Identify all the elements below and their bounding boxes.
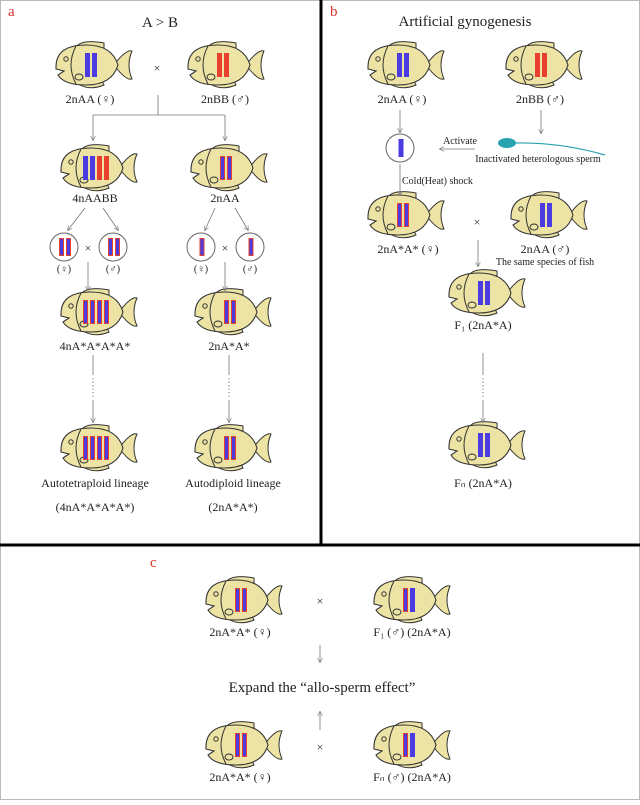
c-female-top-label: 2nA*A* (♀) [209,625,270,639]
a-lineage-di: Autodiploid lineage [185,476,281,490]
b-cross-symbol: × [474,215,481,229]
a-parent-male-label: 2nBB (♂) [201,92,249,106]
a-lineage-tetra-formula: (4nA*A*A*A*) [56,500,135,514]
b-same-male-label: 2nAA (♂) [521,242,570,256]
fish-c-male-bottom [373,721,451,769]
fish-4nAAAA [60,288,138,336]
b-gyno-female-label: 2nA*A* (♀) [377,242,438,256]
arrow-line [102,207,118,230]
a-tetraploid-label: 4nAABB [72,191,117,205]
fish-c-male-top [373,576,451,624]
b-same-species-label: The same species of fish [496,257,594,268]
panel-b-title: Artificial gynogenesis [399,14,532,30]
fish-2nAA-star [194,288,272,336]
egg-2n-female [186,232,216,262]
fish-4nAABB [60,144,138,192]
fish-2nAA [190,144,268,192]
a-gamete-male-right: (♂) [243,264,257,275]
a-gamete-female-right: (♀) [194,264,208,275]
fish-2nAA-female [55,41,133,89]
b-f1-label: F₁ (2nA*A) [454,318,511,332]
c-male-top-label: F₁ (♂) (2nA*A) [373,625,450,639]
b-sperm-label: Inactivated heterologous sperm [475,154,601,165]
a-cross-symbol: × [154,61,161,75]
sperm-icon [498,138,606,156]
a-parent-female-label: 2nAA (♀) [66,92,115,106]
b-shock-label: Cold(Heat) shock [402,176,473,187]
a-diploid-label: 2nAA [210,191,240,205]
fish-fn [448,421,526,469]
egg-4n-male [98,232,128,262]
fish-same-male [510,191,588,239]
a-gamete-male-left: (♂) [106,264,120,275]
panel-a-letter: a [8,4,15,20]
egg-haploid [385,133,415,163]
c-cross-top: × [317,594,324,608]
b-activate-label: Activate [443,136,477,147]
arrow-line [234,207,248,230]
fish-b-male [505,41,583,89]
arrow-line [205,207,216,230]
fish-autodiploid [194,424,272,472]
egg-2n-male [235,232,265,262]
panel-b-letter: b [330,4,338,20]
fish-c-female-top [205,576,283,624]
c-female-bottom-label: 2nA*A* (♀) [209,770,270,784]
c-center-text: Expand the “allo-sperm effect” [229,680,416,696]
c-cross-bottom: × [317,740,324,754]
b-fn-label: Fₙ (2nA*A) [454,476,512,490]
fish-gyno-female [367,191,445,239]
arrow-line [68,207,86,230]
a-cross-right: × [222,241,229,255]
panel-a-title: A > B [142,15,178,31]
fish-2nBB-male [187,41,265,89]
panel-c-letter: c [150,555,157,571]
b-parent-female-label: 2nAA (♀) [378,92,427,106]
fish-f1 [448,269,526,317]
b-parent-male-label: 2nBB (♂) [516,92,564,106]
a-gamete-female-left: (♀) [57,264,71,275]
c-male-bottom-label: Fₙ (♂) (2nA*A) [373,770,451,784]
a-cross-left: × [85,241,92,255]
fish-autotetraploid [60,424,138,472]
a-lineage-di-formula: (2nA*A*) [208,500,257,514]
a-lineage-tetra: Autotetraploid lineage [41,476,149,490]
egg-4n-female [49,232,79,262]
fish-c-female-bottom [205,721,283,769]
a-diploid-f-label: 2nA*A* [208,339,249,353]
fish-b-female [367,41,445,89]
a-tetraploid-f-label: 4nA*A*A*A* [60,339,131,353]
